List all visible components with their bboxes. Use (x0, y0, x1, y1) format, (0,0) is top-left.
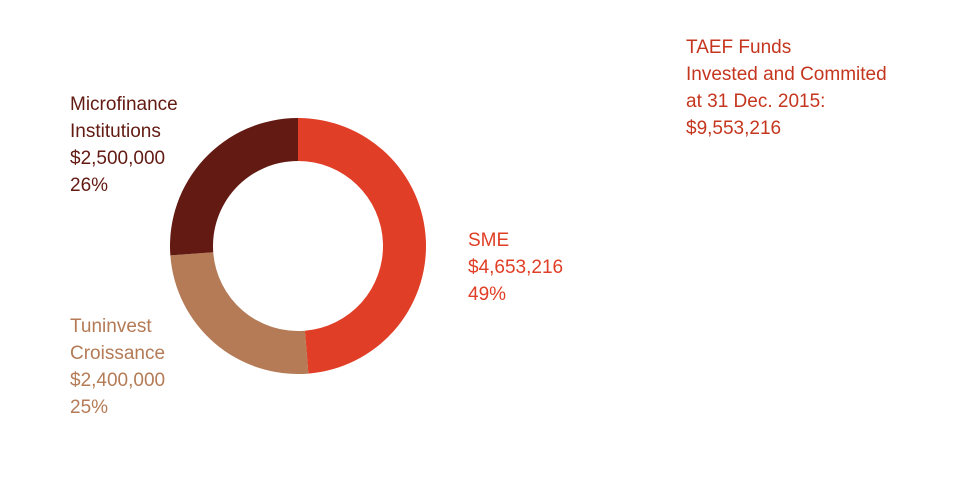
slice-label: SME $4,653,216 49% (468, 227, 618, 308)
percent-label: 25% (70, 397, 109, 418)
title-line: TAEF Funds (686, 37, 792, 58)
donut-slice (170, 252, 309, 374)
slice-label: Microfinance Institutions $2,500,000 26% (70, 91, 200, 199)
value-label: $2,500,000 (70, 148, 166, 169)
title-line: at 31 Dec. 2015: (686, 91, 826, 112)
value-label: $4,653,216 (468, 257, 564, 278)
category-label: Microfinance Institutions (70, 94, 178, 142)
donut-slice (170, 118, 298, 256)
donut-slice (298, 118, 426, 374)
title-block: TAEF Funds Invested and Commited at 31 D… (686, 34, 946, 142)
value-label: $2,400,000 (70, 370, 166, 391)
title-line: Invested and Commited (686, 64, 887, 85)
percent-label: 49% (468, 284, 507, 305)
slice-label: Tuninvest Croissance $2,400,000 25% (70, 313, 195, 421)
category-label: SME (468, 230, 510, 251)
category-label: Tuninvest Croissance (70, 316, 166, 364)
total-label: $9,553,216 (686, 118, 782, 139)
percent-label: 26% (70, 175, 109, 196)
